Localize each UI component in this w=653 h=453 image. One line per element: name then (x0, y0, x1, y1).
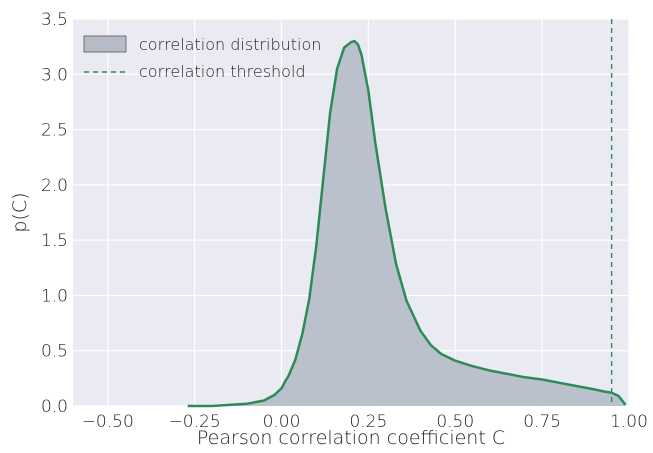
legend: correlation distribution correlation thre… (83, 35, 321, 81)
x-tick-label: −0.25 (169, 412, 221, 432)
x-tick-label: 0.50 (436, 412, 474, 432)
y-tick-label: 1.5 (41, 231, 68, 251)
x-tick-label: 0.00 (263, 412, 301, 432)
x-tick-label: 1.00 (610, 412, 648, 432)
x-axis-label: Pearson correlation coefficient C (197, 427, 505, 449)
distribution-line (187, 39, 627, 408)
x-tick-label: 0.75 (523, 412, 561, 432)
axes: −0.50 −0.25 0.00 0.25 0.50 0.75 1.00 0.0 0.5 1.0 1… (9, 10, 648, 449)
legend-swatch-distribution (83, 35, 127, 53)
y-tick-label: 2.5 (41, 121, 68, 141)
y-tick-label: 1.0 (41, 286, 68, 306)
y-tick-label: 2.0 (41, 176, 68, 196)
x-tick-label: −0.50 (82, 412, 134, 432)
y-tick-label: 0.0 (41, 397, 68, 417)
x-tick-label: 0.25 (349, 412, 387, 432)
y-tick-label: 0.5 (41, 342, 68, 362)
y-tick-label: 3.5 (41, 10, 68, 30)
legend-label-distribution: correlation distribution (139, 35, 321, 54)
plot-area (73, 18, 630, 408)
y-axis-label: p(C) (9, 192, 31, 232)
legend-label-threshold: correlation threshold (139, 62, 306, 81)
y-tick-label: 3.0 (41, 65, 68, 85)
distribution-area (187, 41, 626, 406)
